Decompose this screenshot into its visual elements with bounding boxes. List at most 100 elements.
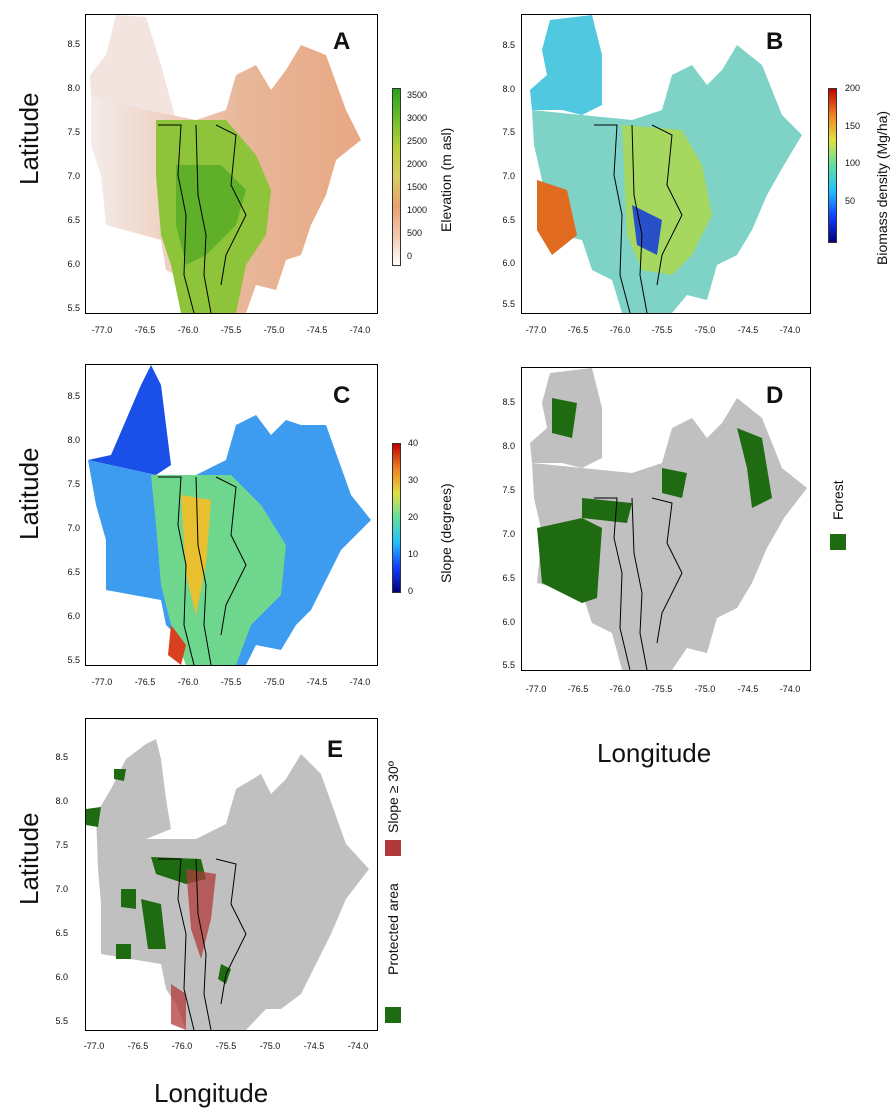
biomass-legend-title: Biomass density (Mg/ha) [874,110,890,265]
xtick-e-75: -75.0 [259,1041,281,1051]
ytick-d-7.0: 7.0 [502,529,515,539]
contour-c [158,476,247,665]
biomass-b-low [632,205,662,255]
slope-colorbar [392,443,401,593]
xtick-c-77: -77.0 [91,677,113,687]
elev-tick-3000: 3000 [407,113,428,123]
protected-e-7 [218,964,231,984]
ytick-d-8.5: 8.5 [502,397,515,407]
bio-tick-150: 150 [845,121,861,131]
map-b-svg [530,15,802,313]
ytick-b-5.5: 5.5 [502,299,515,309]
map-c-plot [85,364,378,666]
xtick-d-75.5: -75.5 [651,684,673,694]
map-d-plot [521,367,811,671]
ytick-d-8.0: 8.0 [502,441,515,451]
contour-b [594,124,683,313]
panel-c-letter: C [333,382,351,409]
xtick-c-76: -76.0 [177,677,199,687]
protected-e-4 [86,807,101,827]
region-e-north [96,739,171,839]
xtick-e-74.5: -74.5 [303,1041,325,1051]
ytick-c-5.5: 5.5 [67,655,80,665]
slope-c-high [181,495,211,615]
xtick-b-75: -75.0 [694,325,716,335]
biomass-colorbar [828,88,837,243]
xlabel-lower: Longitude [154,1078,269,1108]
region-a-shape [90,15,176,120]
ytick-e-7.0: 7.0 [55,884,68,894]
andes-a-core [176,165,246,265]
map-a-plot [85,14,378,314]
xtick-e-76.5: -76.5 [127,1041,149,1051]
ytick-c-6.0: 6.0 [67,611,80,621]
protected-e-6 [116,944,131,959]
ytick-e-7.5: 7.5 [55,840,68,850]
slope-threshold-legend-label: Slope ≥ 30º [385,761,401,833]
region-c-north [88,365,171,475]
protected-e-2 [141,899,166,949]
protected-e-3 [121,889,136,909]
elevation-legend-title: Elevation (m asl) [438,127,454,232]
map-a-svg [90,15,361,313]
xtick-b-74: -74.0 [779,325,801,335]
xlabel-upper: Longitude [597,738,712,768]
elev-tick-2500: 2500 [407,136,428,146]
xtick-c-74: -74.0 [349,677,371,687]
map-e-svg [86,739,369,1030]
xtick-d-75: -75.0 [694,684,716,694]
ytick-b-6.0: 6.0 [502,258,515,268]
panel-d-letter: D [766,382,784,409]
panel-e-letter: E [327,736,344,763]
xtick-a-75: -75.0 [263,325,285,335]
slope-tick-30: 30 [408,475,419,485]
ytick-a-7.5: 7.5 [67,127,80,137]
ytick-e-6.0: 6.0 [55,972,68,982]
xtick-d-74: -74.0 [779,684,801,694]
contour-a [158,124,247,313]
ytick-c-8.5: 8.5 [67,391,80,401]
ytick-c-7.0: 7.0 [67,523,80,533]
slope-c-peak [168,625,186,665]
ytick-a-6.0: 6.0 [67,259,80,269]
xtick-c-74.5: -74.5 [306,677,328,687]
region-b-north [530,15,602,115]
map-c-svg [88,365,371,665]
xtick-d-76.5: -76.5 [567,684,589,694]
slope-e-areas [171,869,216,1030]
ytick-a-6.5: 6.5 [67,215,80,225]
slope-tick-20: 20 [408,512,419,522]
slope-legend-title: Slope (degrees) [438,483,454,583]
xtick-b-76: -76.0 [609,325,631,335]
ytick-a-5.5: 5.5 [67,303,80,313]
elev-tick-500: 500 [407,228,423,238]
protected-e-5 [114,769,126,781]
xtick-d-76: -76.0 [609,684,631,694]
xtick-e-76: -76.0 [171,1041,193,1051]
slope-threshold-legend-swatch [385,840,401,856]
xtick-a-74.5: -74.5 [306,325,328,335]
xtick-b-75.5: -75.5 [651,325,673,335]
elev-tick-1000: 1000 [407,205,428,215]
forest-d-band [582,498,632,523]
forest-d-patch [662,468,687,498]
ytick-e-6.5: 6.5 [55,928,68,938]
xtick-c-75.5: -75.5 [220,677,242,687]
ytick-d-6.5: 6.5 [502,573,515,583]
xtick-a-76: -76.0 [177,325,199,335]
ylabel-a: Latitude [14,92,44,185]
ytick-e-5.5: 5.5 [55,1016,68,1026]
slope-tick-0: 0 [408,586,414,596]
protected-area-legend-swatch [385,1007,401,1023]
panel-a-letter: A [333,28,351,55]
ytick-c-6.5: 6.5 [67,567,80,577]
slope-tick-40: 40 [408,438,419,448]
elev-tick-0: 0 [407,251,413,261]
ytick-d-7.5: 7.5 [502,485,515,495]
ytick-b-8.0: 8.0 [502,84,515,94]
region-d-main [532,398,807,670]
xtick-d-77: -77.0 [525,684,547,694]
ylabel-c: Latitude [14,447,44,540]
xtick-e-77: -77.0 [83,1041,105,1051]
xtick-b-77: -77.0 [525,325,547,335]
